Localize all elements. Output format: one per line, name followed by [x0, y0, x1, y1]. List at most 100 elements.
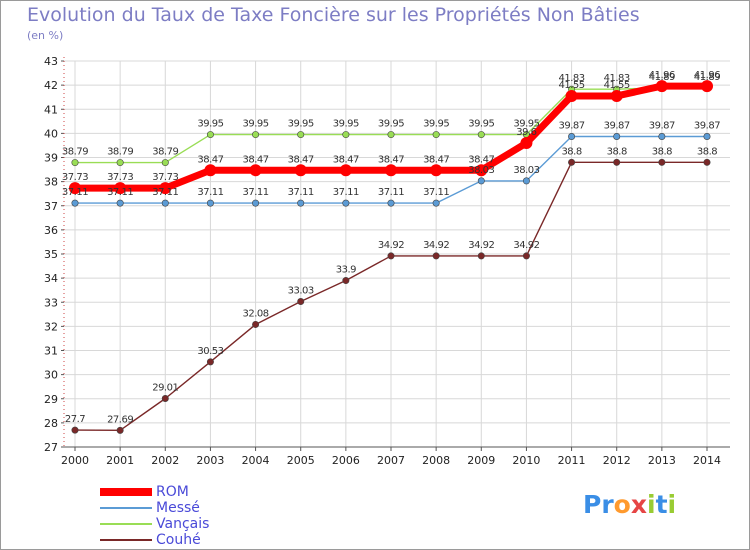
y-tick-label: 32	[44, 320, 58, 333]
y-tick-label: 40	[44, 127, 58, 140]
data-label-couhe: 38.8	[607, 146, 627, 157]
data-label-rom: 39.6	[516, 127, 536, 138]
data-label-rom: 37.73	[62, 172, 88, 183]
logo-letter: r	[601, 490, 614, 519]
data-point-rom	[114, 182, 127, 195]
data-label-rom: 41.96	[649, 70, 675, 81]
data-point-messe	[568, 133, 576, 141]
data-label-couhe: 33.03	[288, 286, 314, 297]
x-tick-label: 2005	[287, 454, 315, 467]
data-point-messe	[522, 177, 530, 185]
logo-letter: i	[667, 490, 677, 519]
x-tick-label: 2008	[422, 454, 450, 467]
data-point-messe	[252, 199, 260, 207]
data-point-messe	[206, 199, 214, 207]
data-label-messe: 37.11	[243, 187, 269, 198]
data-label-vancais: 38.79	[152, 147, 178, 158]
x-tick-label: 2002	[151, 454, 179, 467]
x-tick-label: 2006	[332, 454, 360, 467]
proxiti-logo: Proxiti	[583, 490, 676, 519]
data-label-rom: 38.47	[197, 154, 223, 165]
data-point-vancais	[252, 131, 260, 139]
x-tick-label: 2010	[512, 454, 540, 467]
data-label-rom: 37.73	[152, 172, 178, 183]
data-label-messe: 37.11	[423, 187, 449, 198]
data-label-couhe: 38.8	[697, 146, 717, 157]
data-point-couhe	[342, 277, 350, 285]
y-tick-label: 29	[44, 393, 58, 406]
x-tick-label: 2003	[196, 454, 224, 467]
data-point-messe	[342, 199, 350, 207]
y-tick-label: 42	[44, 79, 58, 92]
data-point-couhe	[432, 252, 440, 260]
y-tick-label: 31	[44, 345, 58, 358]
data-label-vancais: 38.79	[107, 147, 133, 158]
data-point-couhe	[297, 298, 305, 306]
data-point-messe	[477, 177, 485, 185]
legend-label: Vançais	[156, 516, 210, 532]
data-label-couhe: 27.7	[65, 414, 85, 425]
data-label-couhe: 30.53	[197, 346, 223, 357]
data-point-couhe	[116, 426, 124, 434]
chart-title: Evolution du Taux de Taxe Foncière sur l…	[27, 4, 640, 26]
logo-letter: P	[583, 490, 602, 519]
data-point-rom	[565, 89, 578, 102]
logo-letter: o	[613, 490, 631, 519]
data-point-rom	[69, 182, 81, 195]
axes: 27 28 29 30 31 32 33 34 35 36 37 38 39 40 41 42 43 2000 20…	[44, 55, 730, 467]
chart-unit-label: (en %)	[27, 29, 64, 42]
data-point-couhe	[252, 320, 260, 328]
data-label-messe: 37.11	[288, 187, 314, 198]
y-tick-label: 33	[44, 296, 58, 309]
data-label-couhe: 34.92	[513, 240, 539, 251]
data-point-messe	[613, 133, 621, 141]
data-label-couhe: 34.92	[468, 240, 494, 251]
data-label-messe: 38.03	[513, 165, 539, 176]
data-point-rom	[339, 164, 352, 177]
y-tick-label: 41	[44, 103, 58, 116]
data-label-couhe: 27.69	[107, 414, 133, 425]
data-label-messe: 38.03	[468, 165, 494, 176]
data-label-messe: 37.11	[152, 187, 178, 198]
data-point-couhe	[522, 252, 530, 260]
data-label-rom: 37.73	[107, 172, 133, 183]
data-point-vancais	[161, 159, 169, 167]
logo-letter: x	[630, 490, 647, 519]
y-tick-label: 35	[44, 248, 58, 261]
data-label-rom: 41.55	[559, 80, 585, 91]
x-tick-label: 2014	[693, 454, 721, 467]
data-label-vancais: 41.89	[694, 72, 720, 83]
data-label-messe: 37.11	[333, 187, 359, 198]
data-label-vancais: 39.95	[468, 119, 494, 130]
data-point-couhe	[161, 395, 169, 403]
data-label-vancais: 39.95	[333, 119, 359, 130]
series-lines	[69, 80, 713, 434]
data-point-vancais	[206, 131, 214, 139]
data-label-vancais: 39.95	[513, 119, 539, 130]
data-label-rom: 41.96	[694, 70, 720, 81]
y-tick-label: 39	[44, 152, 58, 165]
data-label-messe: 37.11	[197, 187, 223, 198]
data-label-couhe: 38.8	[652, 146, 672, 157]
data-point-rom	[520, 137, 533, 150]
data-point-vancais	[342, 131, 350, 139]
legend-label: ROM	[156, 484, 189, 500]
data-point-vancais	[387, 131, 395, 139]
y-tick-label: 28	[44, 417, 58, 430]
y-tick-label: 36	[44, 224, 58, 237]
y-tick-label: 43	[44, 55, 58, 68]
x-tick-label: 2000	[61, 454, 89, 467]
data-label-rom: 38.47	[423, 154, 449, 165]
grid-lines	[64, 60, 730, 448]
data-point-couhe	[206, 358, 214, 366]
legend-swatch	[100, 507, 152, 509]
data-label-messe: 39.87	[694, 121, 720, 132]
x-tick-label: 2013	[648, 454, 676, 467]
data-label-rom: 38.47	[468, 154, 494, 165]
data-labels: 27.7 27.69 29.01 30.53 32.08 33.03 33.9 34.92 34…	[62, 70, 721, 425]
data-point-vancais	[432, 131, 440, 139]
data-label-rom: 38.47	[243, 154, 269, 165]
logo-letter: t	[655, 490, 668, 519]
data-label-messe: 37.11	[62, 187, 88, 198]
x-tick-label: 2009	[467, 454, 495, 467]
